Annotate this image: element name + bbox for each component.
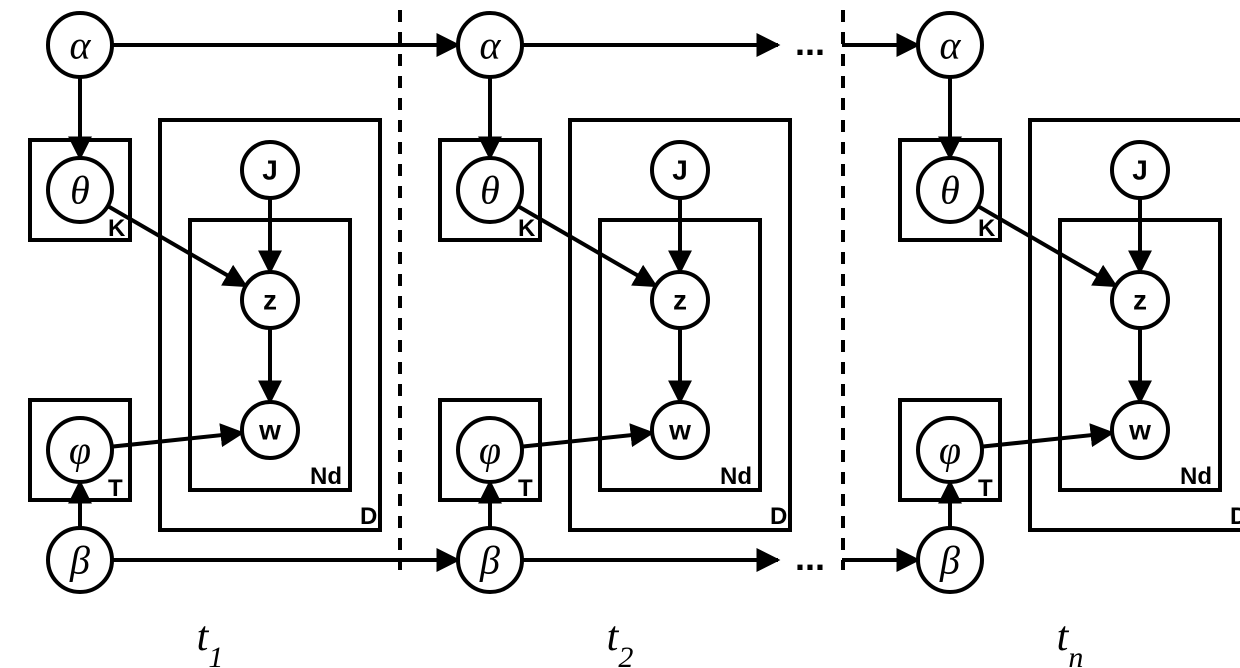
- node-alpha-label: α: [70, 23, 92, 68]
- plate-D-label: D: [360, 503, 377, 530]
- ellipsis: ...: [795, 22, 825, 63]
- plate-D-label: D: [1230, 503, 1240, 530]
- node-w-label: w: [668, 415, 691, 446]
- plate-T-label: T: [108, 475, 123, 502]
- node-phi-label: φ: [479, 428, 501, 473]
- plate-diagram: K T D Nd α θ φ β Jz w K T D Nd α θ φ β Jz w K T D Nd α θ φ β Jz w....…: [0, 0, 1240, 668]
- plate-T-label: T: [518, 475, 533, 502]
- plate-Nd-label: Nd: [720, 463, 752, 490]
- node-z-label: z: [673, 285, 687, 316]
- plate-K-label: K: [518, 215, 536, 242]
- node-theta-label: θ: [480, 168, 500, 213]
- node-phi-label: φ: [939, 428, 961, 473]
- time-label: t1: [197, 614, 224, 668]
- node-w-label: w: [258, 415, 281, 446]
- ellipsis: ...: [795, 537, 825, 578]
- node-J-label: J: [1132, 155, 1148, 186]
- node-z-label: z: [1133, 285, 1147, 316]
- plate-Nd-label: Nd: [1180, 463, 1212, 490]
- node-theta-label: θ: [70, 168, 90, 213]
- node-beta-label: β: [69, 538, 90, 583]
- plate-K-label: K: [978, 215, 996, 242]
- node-alpha-label: α: [480, 23, 502, 68]
- node-J-label: J: [262, 155, 278, 186]
- node-w-label: w: [1128, 415, 1151, 446]
- plate-K-label: K: [108, 215, 126, 242]
- node-J-label: J: [672, 155, 688, 186]
- node-beta-label: β: [479, 538, 500, 583]
- node-phi-label: φ: [69, 428, 91, 473]
- node-z-label: z: [263, 285, 277, 316]
- time-label: tn: [1057, 614, 1084, 668]
- plate-Nd-label: Nd: [310, 463, 342, 490]
- node-beta-label: β: [939, 538, 960, 583]
- time-label: t2: [607, 614, 634, 668]
- plate-D-label: D: [770, 503, 787, 530]
- node-theta-label: θ: [940, 168, 960, 213]
- node-alpha-label: α: [940, 23, 962, 68]
- plate-T-label: T: [978, 475, 993, 502]
